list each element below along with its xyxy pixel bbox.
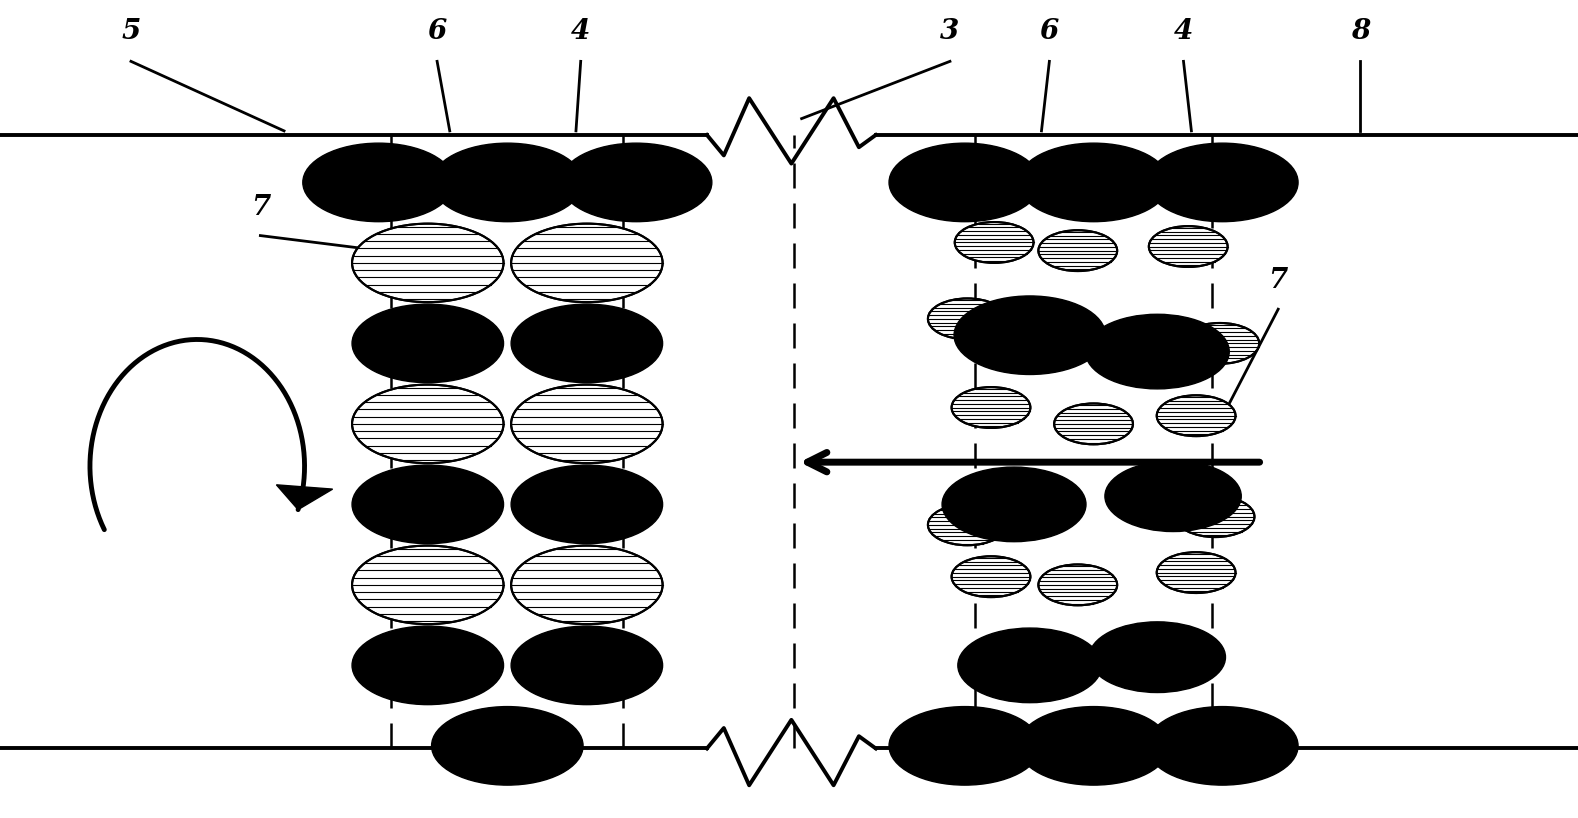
- Circle shape: [1018, 707, 1169, 785]
- Circle shape: [928, 299, 1007, 339]
- Circle shape: [352, 465, 503, 544]
- Circle shape: [888, 143, 1040, 222]
- Circle shape: [955, 222, 1034, 263]
- Circle shape: [952, 556, 1030, 597]
- Circle shape: [1086, 314, 1229, 389]
- Circle shape: [303, 143, 454, 222]
- Circle shape: [1176, 497, 1255, 537]
- Circle shape: [1149, 226, 1228, 267]
- Circle shape: [1018, 143, 1169, 222]
- Circle shape: [352, 626, 503, 704]
- Circle shape: [1038, 564, 1117, 605]
- Circle shape: [511, 465, 663, 544]
- Text: 8: 8: [1351, 18, 1370, 45]
- Text: 5: 5: [122, 18, 140, 45]
- Circle shape: [352, 223, 503, 302]
- Polygon shape: [276, 485, 333, 510]
- Text: 4: 4: [571, 18, 590, 45]
- Circle shape: [511, 546, 663, 624]
- Circle shape: [1147, 707, 1299, 785]
- Circle shape: [1038, 230, 1117, 271]
- Circle shape: [511, 626, 663, 704]
- Circle shape: [511, 304, 663, 383]
- Circle shape: [952, 387, 1030, 428]
- Text: 7: 7: [1269, 267, 1288, 294]
- Text: 6: 6: [428, 18, 447, 45]
- Circle shape: [1147, 143, 1299, 222]
- Circle shape: [560, 143, 712, 222]
- Circle shape: [1105, 461, 1242, 532]
- Circle shape: [1157, 395, 1236, 436]
- Text: 6: 6: [1040, 18, 1059, 45]
- Circle shape: [352, 384, 503, 463]
- Circle shape: [431, 143, 584, 222]
- Circle shape: [431, 707, 584, 785]
- Circle shape: [511, 384, 663, 463]
- Circle shape: [1089, 622, 1226, 693]
- Text: 3: 3: [940, 18, 959, 45]
- Circle shape: [1157, 552, 1236, 593]
- Circle shape: [942, 467, 1086, 542]
- Circle shape: [888, 707, 1040, 785]
- Text: 4: 4: [1174, 18, 1193, 45]
- Circle shape: [1054, 403, 1133, 444]
- Circle shape: [955, 296, 1106, 375]
- Circle shape: [511, 223, 663, 302]
- Text: 7: 7: [251, 194, 270, 221]
- Circle shape: [1180, 323, 1259, 364]
- Circle shape: [958, 628, 1101, 703]
- Circle shape: [352, 546, 503, 624]
- Circle shape: [352, 304, 503, 383]
- Circle shape: [928, 505, 1007, 546]
